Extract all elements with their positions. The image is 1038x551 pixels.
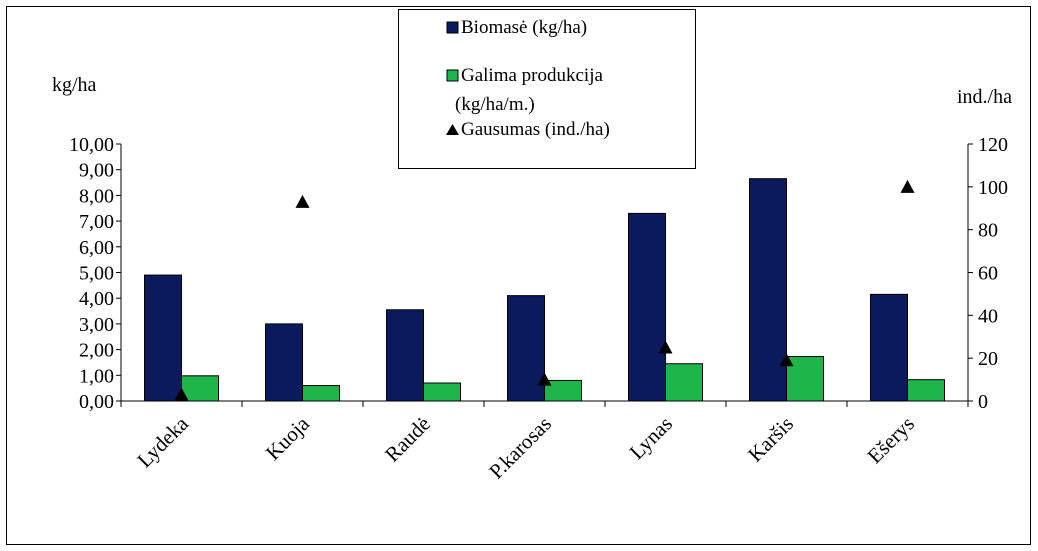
legend-swatch-produkcija xyxy=(446,69,459,82)
bar-produkcija xyxy=(786,356,824,402)
bar-biomase xyxy=(628,212,666,402)
legend-label-biomase: Biomasė (kg/ha) xyxy=(461,17,587,38)
chart-border xyxy=(6,6,1031,545)
y-tick-label: 1,00 xyxy=(79,365,114,387)
category-label: Lydeka xyxy=(132,411,193,472)
marker-gausumas xyxy=(658,340,673,354)
y-tick-label: 2,00 xyxy=(79,340,114,362)
y2-tick-label: 0 xyxy=(978,391,988,413)
legend-label-produkcija: Galima produkcija xyxy=(461,65,603,86)
bar-biomase xyxy=(144,274,182,402)
y2-tick-label: 60 xyxy=(978,263,998,285)
bar-produkcija xyxy=(665,363,703,402)
marker-gausumas xyxy=(295,194,310,208)
marker-gausumas xyxy=(779,353,794,367)
category-label: Lynas xyxy=(625,412,677,464)
bar-produkcija xyxy=(544,379,582,402)
y2-tick-label: 100 xyxy=(978,177,1008,199)
y-axis-title: kg/ha xyxy=(52,74,97,96)
y-tick-label: 8,00 xyxy=(79,185,114,207)
bar-produkcija xyxy=(907,379,945,402)
y2-tick-label: 40 xyxy=(978,305,998,327)
y-tick-label: 7,00 xyxy=(79,211,114,233)
category-label: Karšis xyxy=(743,412,798,467)
y-tick-label: 0,00 xyxy=(79,391,114,413)
y-tick-label: 6,00 xyxy=(79,237,114,259)
category-label: Ešerys xyxy=(862,412,919,469)
y-tick-label: 9,00 xyxy=(79,160,114,182)
bar-biomase xyxy=(507,295,545,402)
y2-tick-label: 120 xyxy=(978,134,1008,156)
category-label: Kuoja xyxy=(261,411,315,465)
y-tick-label: 3,00 xyxy=(79,314,114,336)
bar-biomase xyxy=(265,323,303,402)
bar-produkcija xyxy=(181,375,219,402)
legend-box xyxy=(398,9,696,169)
y-tick-label: 10,00 xyxy=(69,134,114,156)
legend-label-gausumas: Gausumas (ind./ha) xyxy=(461,119,610,140)
y-tick-label: 5,00 xyxy=(79,263,114,285)
markers-group xyxy=(174,179,915,401)
legend-swatch-biomase xyxy=(446,21,459,34)
category-label: P.karosas xyxy=(484,412,556,484)
y2-axis-title: ind./ha xyxy=(957,86,1012,108)
y-tick-label: 4,00 xyxy=(79,288,114,310)
bar-produkcija xyxy=(302,385,340,402)
bar-produkcija xyxy=(423,382,461,402)
y2-tick-label: 20 xyxy=(978,348,998,370)
legend-label-produkcija-line2: (kg/ha/m.) xyxy=(455,94,535,115)
marker-gausumas xyxy=(174,387,189,401)
marker-gausumas xyxy=(537,372,552,386)
y2-tick-label: 80 xyxy=(978,220,998,242)
category-label: Raudė xyxy=(380,412,435,467)
bar-biomase xyxy=(749,178,787,402)
bar-biomase xyxy=(870,293,908,402)
legend-marker-gausumas xyxy=(446,124,459,135)
marker-gausumas xyxy=(900,179,915,193)
bar-biomase xyxy=(386,309,424,402)
legend: Biomasė (kg/ha) Galima produkcija (kg/ha… xyxy=(398,9,696,169)
bars-group xyxy=(144,178,945,402)
